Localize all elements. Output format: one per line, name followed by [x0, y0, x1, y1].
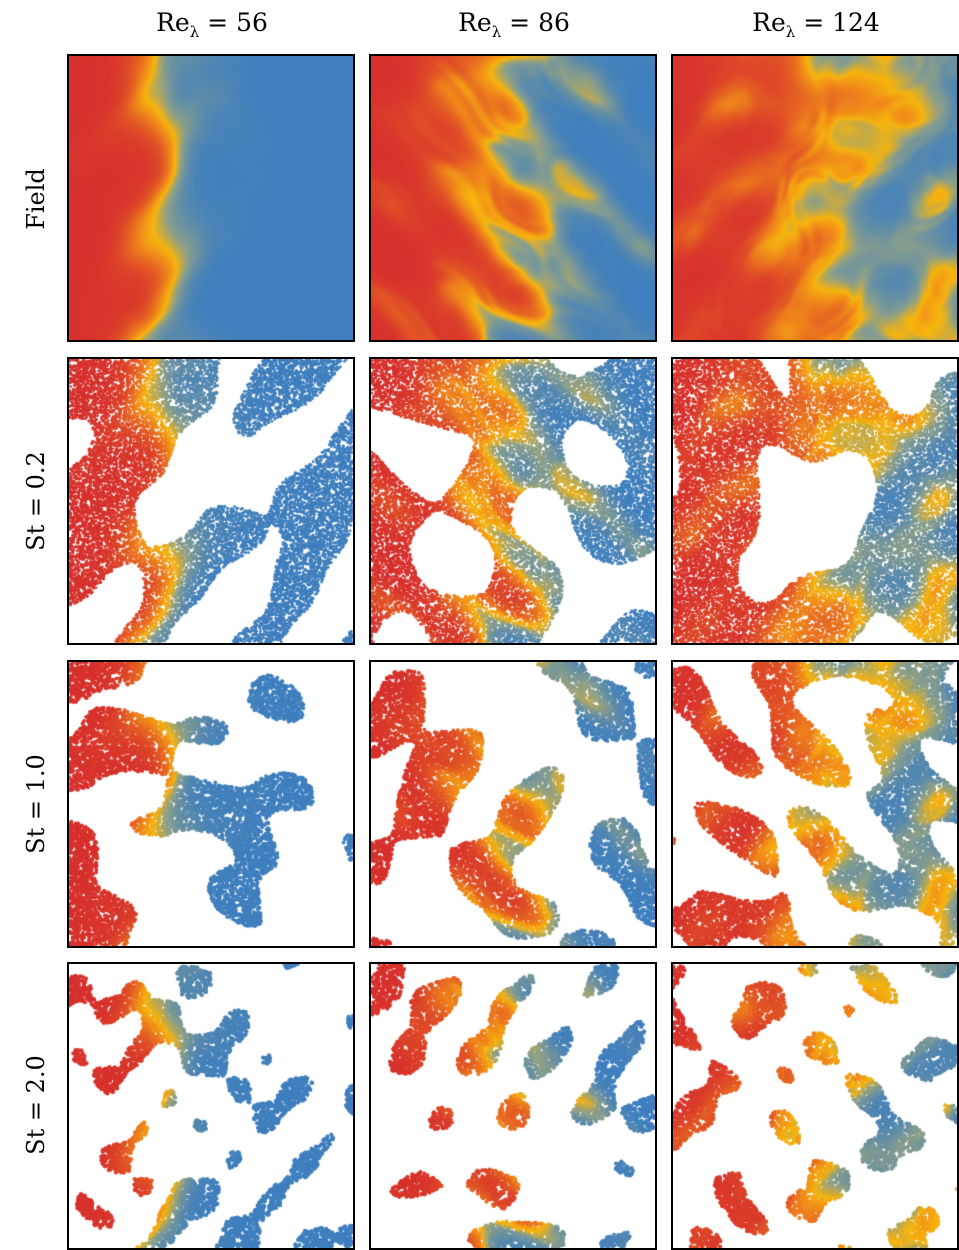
field-panel-re124 — [671, 54, 959, 342]
particles-st20-re124 — [671, 962, 959, 1250]
row-title-st-1-0: St = 1.0 — [22, 754, 50, 854]
particles-st02-re86 — [369, 357, 657, 645]
column-title-value: = 86 — [501, 8, 570, 37]
field-panel-re86 — [369, 54, 657, 342]
column-title-value: = 56 — [199, 8, 268, 37]
particles-st10-re124 — [671, 660, 959, 948]
column-title-re86: Reλ = 86 — [370, 8, 658, 41]
column-title-prefix: Re — [156, 8, 190, 37]
column-title-re124: Reλ = 124 — [672, 8, 959, 41]
particles-st10-re56 — [67, 660, 355, 948]
column-title-prefix: Re — [458, 8, 492, 37]
column-title-subscript: λ — [491, 23, 502, 41]
column-title-re56: Reλ = 56 — [68, 8, 356, 41]
row-title-st-2-0: St = 2.0 — [22, 1055, 50, 1155]
column-title-value: = 124 — [795, 8, 880, 37]
row-title-st-0-2: St = 0.2 — [22, 451, 50, 551]
column-title-subscript: λ — [785, 23, 796, 41]
field-panel-re56 — [67, 54, 355, 342]
particles-st20-re86 — [369, 962, 657, 1250]
row-title-field: Field — [22, 168, 50, 230]
column-title-prefix: Re — [752, 8, 786, 37]
particles-st02-re124 — [671, 357, 959, 645]
column-title-subscript: λ — [189, 23, 200, 41]
particles-st20-re56 — [67, 962, 355, 1250]
particles-st10-re86 — [369, 660, 657, 948]
particles-st02-re56 — [67, 357, 355, 645]
